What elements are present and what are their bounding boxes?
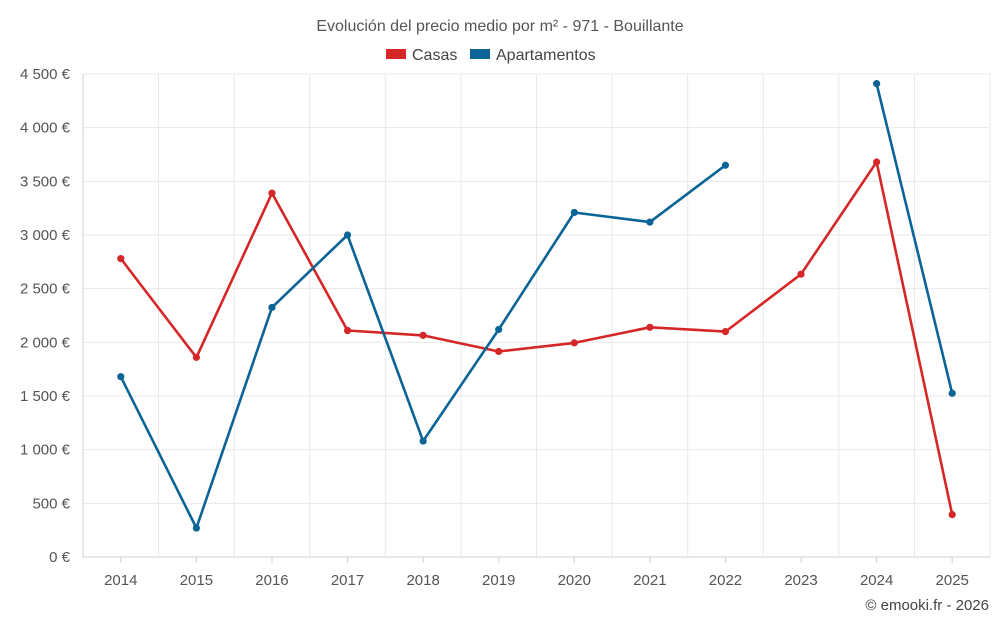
x-tick-label-2016: 2016 [255,572,288,589]
y-tick-label: 3 500 € [20,173,71,190]
credit-text: © emooki.fr - 2026 [865,597,989,614]
grid [82,73,991,558]
series [117,80,956,532]
point-apartamentos-2014[interactable] [117,373,125,381]
x-tick-label-2015: 2015 [180,572,213,589]
point-casas-2016[interactable] [268,189,276,197]
y-tick-label: 2 000 € [20,334,71,351]
series-casas [117,158,956,519]
x-tick-label-2024: 2024 [860,572,893,589]
y-tick-label: 4 500 € [20,66,71,83]
point-casas-2014[interactable] [117,255,125,263]
x-tick-label-2014: 2014 [104,572,137,589]
legend-label-casas[interactable]: Casas [412,47,457,64]
y-tick-label: 2 500 € [20,281,71,298]
y-axis: 0 € 500 € 1 000 € 1 500 € 2 000 € 2 500 € 3 00… [20,66,71,566]
legend-label-apartamentos[interactable]: Apartamentos [496,47,596,64]
point-apartamentos-2024[interactable] [873,80,881,88]
point-apartamentos-2019[interactable] [495,325,503,334]
point-casas-2025[interactable] [948,511,956,519]
y-tick-label: 1 500 € [20,388,71,405]
x-tick-label-2019: 2019 [482,572,515,589]
point-apartamentos-2018[interactable] [419,437,427,445]
x-tick-label-2020: 2020 [558,572,591,589]
point-apartamentos-2017[interactable] [343,231,352,239]
series-apartamentos [117,80,956,532]
legend-swatch-casas [386,49,406,59]
point-casas-2019[interactable] [495,347,503,356]
point-casas-2023[interactable] [797,270,805,278]
series-line-apartamentos [875,82,954,395]
point-apartamentos-2022[interactable] [721,161,730,169]
chart-title: Evolución del precio medio por m² - 971 … [316,18,683,35]
point-apartamentos-2025[interactable] [948,389,956,397]
legend-swatch-apartamentos [470,49,490,59]
x-tick-label-2022: 2022 [709,572,742,589]
point-casas-2024[interactable] [873,158,881,166]
series-line-casas [119,160,954,516]
y-tick-label: 3 000 € [20,227,71,244]
point-casas-2020[interactable] [570,339,578,347]
point-casas-2021[interactable] [646,323,654,331]
point-apartamentos-2021[interactable] [646,218,654,226]
x-tick-label-2017: 2017 [331,572,364,589]
point-casas-2022[interactable] [721,328,730,336]
y-tick-label: 0 € [49,549,71,566]
x-tick-label-2021: 2021 [633,572,666,589]
point-casas-2015[interactable] [192,353,200,361]
x-axis: 2014 2015 2016 2017 2018 2019 2020 2021 2022 2023… [104,557,969,589]
x-tick-label-2023: 2023 [784,572,817,589]
legend: Casas Apartamentos [386,47,596,64]
point-apartamentos-2020[interactable] [570,208,578,217]
y-tick-label: 500 € [32,495,70,512]
point-casas-2018[interactable] [419,331,427,339]
x-tick-label-2025: 2025 [936,572,969,589]
point-apartamentos-2015[interactable] [192,524,200,532]
point-casas-2017[interactable] [343,326,352,335]
series-line-apartamentos [119,163,727,530]
y-tick-label: 1 000 € [20,442,71,459]
y-tick-label: 4 000 € [20,120,71,137]
point-apartamentos-2016[interactable] [268,303,276,312]
x-tick-label-2018: 2018 [406,572,439,589]
